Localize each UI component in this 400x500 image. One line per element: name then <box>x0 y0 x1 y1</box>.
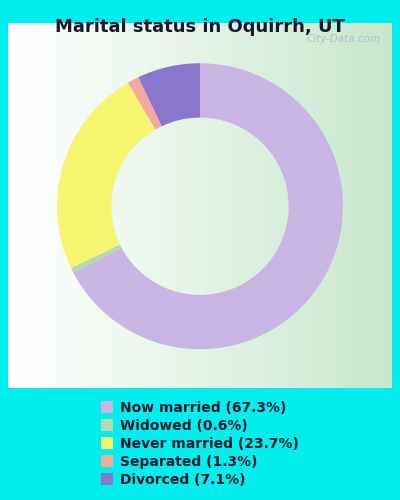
Legend: Now married (67.3%), Widowed (0.6%), Never married (23.7%), Separated (1.3%), Di: Now married (67.3%), Widowed (0.6%), Nev… <box>101 401 299 486</box>
Text: City-Data.com: City-Data.com <box>306 34 380 43</box>
Wedge shape <box>71 244 122 273</box>
Wedge shape <box>74 63 343 349</box>
Wedge shape <box>138 63 200 126</box>
Wedge shape <box>128 77 162 130</box>
Wedge shape <box>57 82 155 268</box>
Text: Marital status in Oquirrh, UT: Marital status in Oquirrh, UT <box>55 18 345 36</box>
